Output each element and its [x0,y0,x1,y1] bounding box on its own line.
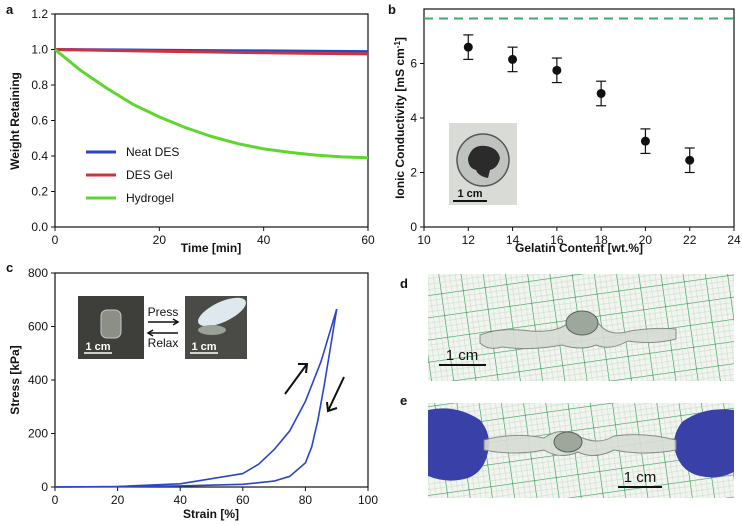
y-tick-label-c: 0 [41,480,48,494]
scale-label-c-left: 1 cm [85,341,110,353]
press-label: Press [148,305,179,319]
series-c [54,308,338,488]
legend-a: Neat DES DES Gel Hydrogel [86,145,179,205]
data-point [463,42,473,52]
plot-frame-a [54,13,369,228]
stretched-knot-icon [553,431,583,453]
pressed-gel-icon [198,325,226,335]
data-point [640,136,650,146]
x-tick-label-a: 0 [52,233,59,247]
y-tick-label-a: 1.0 [31,43,48,57]
scale-label-c-right: 1 cm [191,341,216,353]
finger-icon [198,297,246,327]
y-tick-label-a: 1.2 [31,7,48,21]
y-tick-label-a: 0.4 [31,149,48,163]
data-point [508,54,518,64]
x-tick-label-b: 14 [506,233,520,247]
series-line-a-1 [54,48,369,56]
y-tick-label-b: 0 [410,220,417,234]
legend-label-neat-des: Neat DES [126,145,179,159]
series-line-a-2 [54,48,369,160]
data-point [552,65,562,75]
x-tick-label-b: 22 [683,233,697,247]
inset-photo-b: 1 cm [449,123,517,205]
ticks-a: 0 20 40 60 0.0 0.2 0.4 0.6 0.8 1.0 1.2 [31,7,375,247]
x-tick-label-b: 24 [727,233,741,247]
x-tick-label-c: 0 [52,493,59,507]
right-glove-icon [674,409,734,478]
y-tick-label-b: 6 [410,57,417,71]
y-axis-label-a: Weight Retaining [8,72,22,170]
panel-label-d: d [400,276,408,291]
x-tick-label-c: 100 [358,493,378,507]
series-a [54,48,369,160]
photo-d: 1 cm [428,274,734,381]
panel-label-a: a [6,2,14,17]
chart-c: 0 20 40 60 80 100 0 200 400 600 800 Strain [%] Str… [8,266,378,521]
x-tick-label-b: 16 [550,233,564,247]
data-point [596,88,606,98]
y-tick-label-c: 400 [28,373,48,387]
y-tick-label-c: 800 [28,266,48,280]
scale-label-d: 1 cm [446,347,479,364]
scale-label-b: 1 cm [457,188,482,200]
x-tick-label-c: 80 [299,493,313,507]
relax-label: Relax [148,336,179,350]
x-tick-label-c: 40 [174,493,188,507]
legend-label-des-gel: DES Gel [126,168,173,182]
knot-icon [565,310,599,336]
series-line-c-0 [54,308,338,488]
series-line-c-1 [54,308,338,488]
unloading-arrow-icon [326,376,345,413]
y-axis-label-b: Ionic Conductivity [mS cm-1] [393,37,407,199]
y-tick-label-a: 0.8 [31,78,48,92]
elephant-silhouette-icon [468,145,500,178]
panel-label-e: e [400,393,407,408]
panel-label-b: b [388,2,396,17]
x-axis-label-b: Gelatin Content [wt.%] [515,241,643,255]
panel-label-c: c [6,260,13,275]
data-point [685,155,695,165]
y-tick-label-a: 0.2 [31,185,48,199]
scale-label-e: 1 cm [624,469,657,486]
x-tick-label-a: 40 [257,233,271,247]
x-tick-label-b: 12 [462,233,476,247]
y-tick-label-c: 200 [28,427,48,441]
legend-label-hydrogel: Hydrogel [126,191,174,205]
x-tick-label-b: 20 [639,233,653,247]
x-axis-label-a: Time [min] [181,241,241,255]
x-tick-label-b: 18 [594,233,608,247]
inset-photos-c: 1 cm Press Relax 1 cm [78,296,247,359]
y-axis-label-c: Stress [kPa] [8,345,22,414]
y-tick-label-a: 0.6 [31,114,48,128]
photo-e: 1 cm [428,403,734,498]
gel-cylinder-icon [100,309,122,339]
y-tick-label-c: 600 [28,320,48,334]
y-tick-label-a: 0.0 [31,220,48,234]
left-glove-icon [428,408,489,481]
chart-a: 0 20 40 600.00.20.40.60.81.01.2 Time [min] … [8,7,375,255]
loading-arrow-icon [284,363,309,395]
series-b [463,34,695,174]
ticks-c: 0 20 40 60 80 100 0 200 400 600 800 [28,266,378,507]
press-arrowhead-icon [172,318,180,326]
x-axis-label-c: Strain [%] [183,507,239,521]
x-tick-label-a: 20 [153,233,167,247]
y-tick-label-b: 4 [410,111,417,125]
x-tick-label-a: 60 [361,233,375,247]
x-tick-label-c: 20 [111,493,125,507]
y-tick-label-b: 2 [410,166,417,180]
x-tick-label-b: 10 [417,233,431,247]
x-tick-label-c: 60 [236,493,250,507]
relax-arrowhead-icon [146,329,154,337]
